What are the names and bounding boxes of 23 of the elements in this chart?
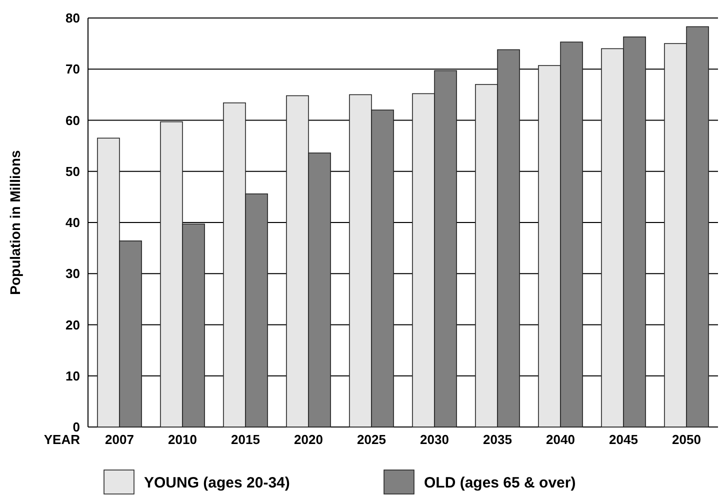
x-tick-label: 2025 — [357, 432, 386, 447]
y-tick-label: 10 — [66, 368, 80, 384]
x-axis-title: YEAR — [44, 432, 81, 447]
x-tick-label: 2035 — [483, 432, 512, 447]
y-tick-label: 70 — [66, 62, 80, 77]
y-tick-label: 40 — [66, 215, 80, 230]
y-tick-label: 20 — [66, 317, 80, 332]
y-tick-label: 0 — [72, 420, 80, 435]
legend-label: OLD (ages 65 & over) — [424, 474, 576, 492]
x-tick-label: 2040 — [546, 432, 575, 447]
y-tick-label: 50 — [66, 164, 80, 179]
y-axis-title: Population in Millions — [7, 150, 23, 295]
x-tick-label: 2020 — [294, 432, 323, 447]
x-tick-label: 2030 — [420, 432, 449, 447]
x-tick-label: 2010 — [168, 432, 197, 447]
legend-label: YOUNG (ages 20-34) — [144, 474, 290, 492]
x-tick-label: 2015 — [231, 432, 260, 447]
x-tick-label: 2050 — [672, 432, 701, 447]
y-tick-label: 60 — [66, 112, 80, 128]
x-tick-label: 2007 — [105, 432, 134, 447]
y-tick-label: 80 — [66, 10, 80, 26]
y-tick-label: 30 — [66, 266, 80, 282]
x-tick-label: 2045 — [609, 432, 638, 447]
